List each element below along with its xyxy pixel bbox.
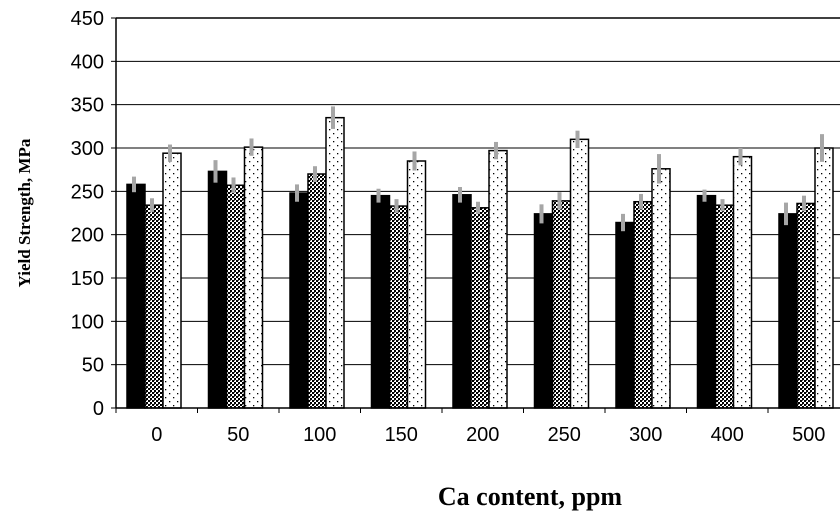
axes bbox=[111, 17, 840, 413]
y-tick-label: 100 bbox=[71, 311, 104, 333]
bar bbox=[778, 213, 798, 409]
x-tick-label: 500 bbox=[792, 424, 825, 446]
x-tick-label: 250 bbox=[548, 424, 581, 446]
bar bbox=[307, 173, 327, 409]
x-tick-label: 150 bbox=[385, 424, 418, 446]
bar bbox=[126, 183, 146, 409]
y-tick-label: 250 bbox=[71, 181, 104, 203]
bar bbox=[732, 155, 753, 409]
y-tick-label: 450 bbox=[71, 8, 104, 30]
bar bbox=[207, 170, 228, 409]
bar bbox=[696, 194, 717, 409]
bar bbox=[225, 184, 246, 409]
y-tick-label: 50 bbox=[82, 355, 104, 377]
tick-labels: 0 50 100 150 200 250 300 350 400 450 0 50 100 150 200 2… bbox=[71, 8, 826, 446]
y-axis-title: Yield Strength, MPa bbox=[15, 138, 34, 287]
bar bbox=[452, 194, 472, 409]
bar bbox=[289, 192, 309, 409]
bar bbox=[569, 138, 590, 409]
bar bbox=[406, 160, 427, 409]
y-tick-label: 350 bbox=[71, 95, 104, 117]
bar bbox=[814, 147, 834, 409]
bar bbox=[470, 207, 490, 409]
bar bbox=[388, 205, 409, 409]
y-tick-label: 200 bbox=[71, 225, 104, 247]
bar bbox=[488, 149, 508, 409]
x-tick-label: 400 bbox=[711, 424, 744, 446]
bar bbox=[633, 200, 653, 409]
y-tick-label: 400 bbox=[71, 51, 104, 73]
error-bars bbox=[132, 106, 824, 232]
bar bbox=[714, 204, 735, 409]
x-tick-label: 0 bbox=[151, 424, 162, 446]
bar bbox=[533, 213, 554, 409]
bar bbox=[144, 204, 164, 409]
bars bbox=[126, 116, 834, 409]
x-tick-label: 200 bbox=[466, 424, 499, 446]
bar bbox=[325, 116, 345, 409]
x-axis-title: Ca content, ppm bbox=[438, 482, 623, 511]
bar bbox=[370, 194, 391, 409]
x-tick-label: 300 bbox=[629, 424, 662, 446]
y-tick-label: 0 bbox=[93, 398, 104, 420]
bar bbox=[796, 202, 816, 409]
bar bbox=[651, 168, 671, 409]
bar bbox=[551, 200, 572, 409]
bar bbox=[243, 146, 264, 409]
x-tick-label: 50 bbox=[227, 424, 249, 446]
x-tick-label: 100 bbox=[303, 424, 336, 446]
bar bbox=[615, 221, 635, 409]
bar bbox=[162, 152, 182, 409]
y-tick-label: 150 bbox=[71, 268, 104, 290]
y-tick-label: 300 bbox=[71, 138, 104, 160]
